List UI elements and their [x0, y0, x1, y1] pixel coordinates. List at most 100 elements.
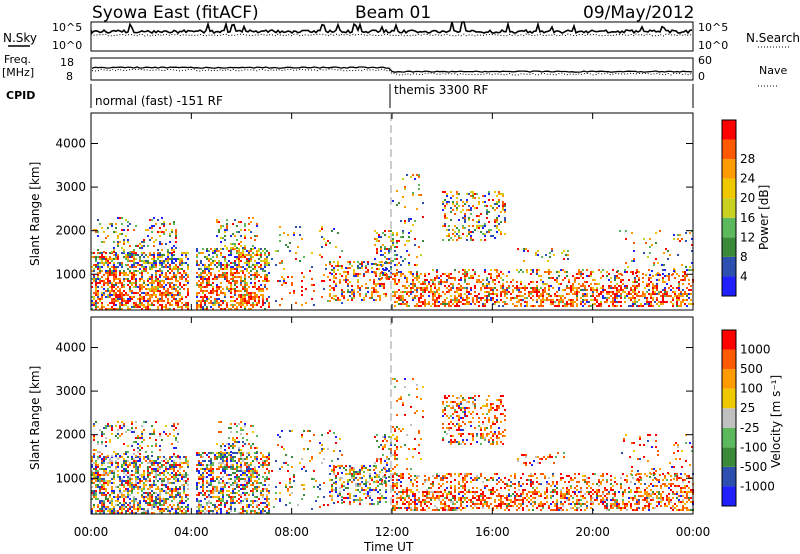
data-cell: [167, 251, 169, 253]
data-cell: [226, 223, 228, 225]
data-cell: [584, 295, 586, 297]
data-cell: [624, 301, 626, 303]
data-cell: [484, 201, 486, 203]
data-cell: [240, 452, 242, 454]
data-cell: [210, 466, 212, 468]
data-cell: [234, 300, 236, 302]
data-cell: [119, 508, 121, 510]
data-cell: [488, 273, 490, 275]
data-cell: [198, 306, 200, 308]
data-cell: [129, 498, 131, 500]
data-cell: [171, 256, 173, 258]
data-cell: [508, 291, 510, 293]
data-cell: [208, 298, 210, 300]
data-cell: [220, 292, 222, 294]
data-cell: [434, 303, 436, 305]
data-cell: [119, 296, 121, 298]
data-cell: [163, 292, 165, 294]
data-cell: [141, 292, 143, 294]
data-cell: [200, 282, 202, 284]
data-cell: [651, 270, 653, 272]
data-cell: [222, 498, 224, 500]
data-cell: [163, 276, 165, 278]
data-cell: [684, 275, 686, 277]
data-cell: [129, 298, 131, 300]
data-cell: [628, 305, 630, 307]
data-cell: [630, 297, 632, 299]
data-cell: [537, 250, 539, 252]
data-cell: [159, 241, 161, 243]
data-cell: [386, 258, 388, 260]
data-cell: [177, 280, 179, 282]
data-cell: [468, 303, 470, 305]
data-cell: [153, 225, 155, 227]
data-cell: [673, 268, 675, 270]
data-cell: [196, 494, 198, 496]
data-cell: [155, 421, 157, 423]
data-cell: [121, 480, 123, 482]
data-cell: [139, 272, 141, 274]
data-cell: [179, 494, 181, 496]
data-cell: [111, 470, 113, 472]
data-cell: [127, 264, 129, 266]
data-cell: [151, 484, 153, 486]
data-cell: [177, 455, 179, 457]
data-cell: [173, 460, 175, 462]
data-cell: [277, 250, 279, 252]
data-cell: [179, 480, 181, 482]
data-cell: [246, 254, 248, 256]
data-cell: [117, 504, 119, 506]
data-cell: [123, 506, 125, 508]
data-cell: [424, 283, 426, 285]
data-cell: [155, 223, 157, 225]
data-cell: [484, 235, 486, 237]
data-cell: [496, 271, 498, 273]
data-cell: [95, 260, 97, 262]
data-cell: [153, 512, 155, 514]
data-cell: [175, 476, 177, 478]
data-cell: [157, 470, 159, 472]
data-cell: [99, 266, 101, 268]
data-cell: [181, 262, 183, 264]
data-cell: [127, 460, 129, 462]
data-cell: [169, 264, 171, 266]
data-cell: [175, 464, 177, 466]
data-cell: [258, 290, 260, 292]
data-cell: [408, 220, 410, 222]
data-cell: [371, 295, 373, 297]
data-cell: [99, 256, 101, 258]
data-cell: [212, 490, 214, 492]
data-cell: [123, 502, 125, 504]
data-cell: [196, 284, 198, 286]
data-cell: [157, 498, 159, 500]
data-cell: [412, 287, 414, 289]
data-cell: [632, 281, 634, 283]
data-cell: [578, 271, 580, 273]
data-cell: [111, 308, 113, 310]
data-cell: [155, 280, 157, 282]
data-cell: [198, 252, 200, 254]
data-cell: [582, 285, 584, 287]
data-cell: [678, 293, 680, 295]
data-cell: [175, 300, 177, 302]
data-cell: [486, 287, 488, 289]
data-cell: [424, 289, 426, 291]
data-cell: [244, 510, 246, 512]
data-cell: [472, 225, 474, 227]
data-cell: [91, 474, 93, 476]
data-cell: [177, 258, 179, 260]
data-cell: [258, 296, 260, 298]
data-cell: [131, 264, 133, 266]
data-cell: [506, 287, 508, 289]
data-cell: [244, 247, 246, 249]
data-cell: [121, 506, 123, 508]
data-cell: [422, 291, 424, 293]
data-cell: [466, 303, 468, 305]
data-cell: [444, 293, 446, 295]
data-cell: [143, 496, 145, 498]
data-cell: [676, 297, 678, 299]
data-cell: [380, 250, 382, 252]
data-cell: [212, 492, 214, 494]
data-cell: [418, 287, 420, 289]
